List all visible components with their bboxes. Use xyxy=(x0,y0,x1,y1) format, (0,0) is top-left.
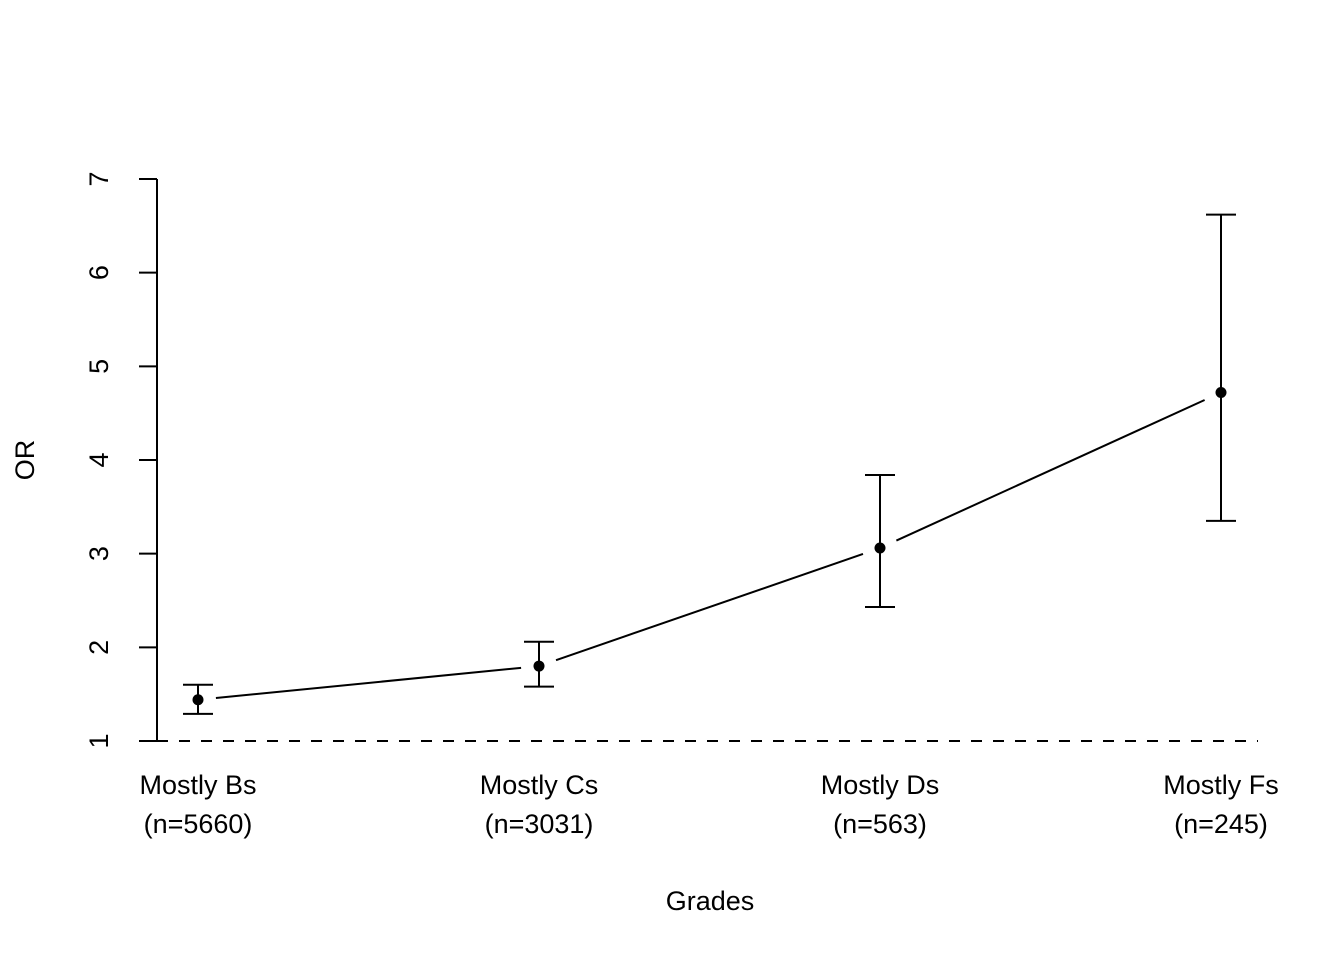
data-point xyxy=(533,660,545,672)
x-tick-label: Mostly Bs xyxy=(139,770,256,800)
series-layer xyxy=(183,213,1236,715)
y-tick-label: 1 xyxy=(84,733,114,748)
y-axis: 1 2 3 4 5 6 7 xyxy=(84,171,158,749)
y-tick-label: 3 xyxy=(84,546,114,561)
series-segment xyxy=(215,666,522,700)
y-tick-label: 6 xyxy=(84,265,114,280)
x-tick-labels: Mostly Bs (n=5660) Mostly Cs (n=3031) Mostly… xyxy=(139,770,1278,839)
x-tick-label: Mostly Fs xyxy=(1163,770,1279,800)
data-point xyxy=(874,542,886,554)
y-tick-label: 2 xyxy=(84,640,114,655)
x-tick-sample-size: (n=3031) xyxy=(485,809,594,839)
x-tick-sample-size: (n=563) xyxy=(833,809,927,839)
y-tick-label: 7 xyxy=(84,171,114,186)
y-tick-label: 5 xyxy=(84,359,114,374)
x-tick-sample-size: (n=245) xyxy=(1174,809,1268,839)
x-axis-title: Grades xyxy=(666,886,755,916)
x-tick-label: Mostly Ds xyxy=(821,770,940,800)
x-tick-label: Mostly Cs xyxy=(480,770,599,800)
series-segment xyxy=(895,399,1206,542)
data-point xyxy=(1215,387,1227,399)
y-axis-title: OR xyxy=(10,440,40,481)
x-tick-sample-size: (n=5660) xyxy=(144,809,253,839)
y-tick-label: 4 xyxy=(84,452,114,467)
series-segment xyxy=(555,552,864,662)
data-point xyxy=(192,694,204,706)
